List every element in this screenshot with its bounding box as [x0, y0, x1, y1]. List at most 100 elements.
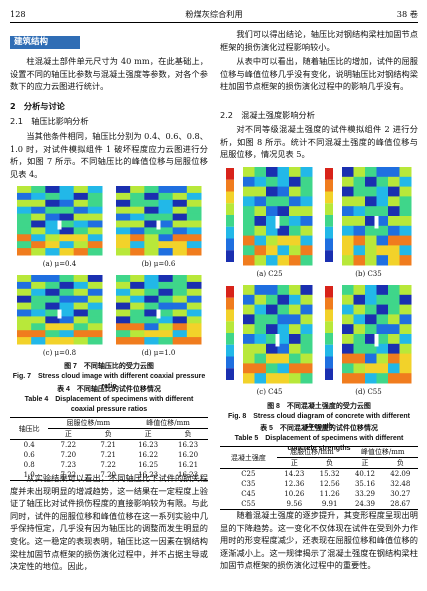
header-cell: 正 — [48, 428, 89, 440]
cell — [31, 288, 46, 297]
cell — [87, 199, 103, 208]
cell — [342, 304, 354, 315]
table-cell: 7.22 — [100, 461, 117, 469]
cell — [130, 227, 145, 235]
cell — [186, 192, 202, 201]
cell — [116, 281, 131, 290]
cell — [289, 353, 301, 364]
table-cell: 16.23 — [128, 470, 169, 481]
cell — [45, 234, 60, 242]
cell — [59, 281, 75, 290]
cell — [376, 324, 389, 335]
volume: 38 卷 — [396, 9, 418, 19]
cell — [172, 186, 188, 194]
table-cell: 12.56 — [319, 480, 340, 488]
cell — [376, 285, 389, 296]
cell — [17, 288, 32, 297]
cell — [376, 304, 389, 315]
cell — [59, 241, 75, 249]
cell — [353, 285, 366, 296]
cell — [73, 281, 89, 290]
cell — [342, 225, 354, 237]
cell — [365, 196, 377, 207]
cell — [277, 206, 290, 217]
cell — [388, 255, 400, 266]
cell — [45, 288, 60, 297]
cell — [353, 324, 366, 335]
table-cell: C45 — [241, 490, 256, 498]
cell — [289, 245, 301, 256]
cell — [87, 281, 103, 290]
cell — [342, 196, 354, 207]
cell — [300, 304, 313, 315]
table-row: 0.4 7.22 7.21 16.23 16.23 — [10, 440, 208, 451]
legend-swatch — [226, 179, 234, 192]
cell — [342, 363, 354, 374]
cell — [45, 323, 60, 331]
cell — [342, 373, 354, 384]
cell — [87, 241, 103, 249]
cell — [243, 196, 255, 207]
cell — [186, 199, 202, 208]
cell — [130, 323, 145, 331]
column-gap — [275, 216, 280, 229]
cell — [116, 309, 131, 317]
table-cell: 16.20 — [178, 451, 199, 459]
cell — [388, 304, 400, 315]
cell — [388, 363, 400, 374]
cell — [45, 302, 60, 310]
cell — [116, 330, 131, 338]
cell — [399, 334, 412, 345]
cell — [31, 316, 46, 324]
legend-swatch — [325, 250, 333, 262]
table-row: 0.6 7.20 7.21 16.22 16.20 — [10, 450, 208, 460]
cell — [277, 314, 290, 325]
cell — [172, 248, 188, 256]
cell — [243, 353, 255, 364]
cell — [266, 216, 278, 227]
cell — [266, 324, 278, 335]
cell — [243, 304, 255, 315]
cell — [130, 302, 145, 310]
cell — [376, 334, 389, 345]
cell — [243, 343, 255, 355]
cell — [186, 337, 202, 345]
paragraph: 从表中可以看出，随着轴压比的增加，试件的屈服位移与峰值位移几乎没有变化，说明轴压… — [220, 56, 418, 92]
cell — [243, 314, 255, 325]
cell — [388, 225, 400, 237]
legend-swatch — [226, 238, 234, 251]
cell — [399, 176, 412, 188]
cell — [130, 213, 145, 221]
cell — [388, 186, 400, 197]
cell — [172, 337, 188, 345]
cell — [353, 255, 366, 266]
cell — [399, 373, 412, 384]
column-gap — [57, 220, 62, 230]
table-row: C25 14.23 15.32 40.12 42.09 — [220, 469, 418, 480]
cell — [17, 275, 32, 283]
cell — [376, 206, 389, 217]
table-cell: 40.12 — [354, 470, 375, 478]
cell — [243, 324, 255, 335]
cell — [399, 363, 412, 374]
cell — [243, 176, 255, 188]
cell — [376, 196, 389, 207]
cell — [277, 294, 290, 306]
cell — [266, 334, 278, 345]
cell — [17, 199, 32, 208]
cell — [73, 192, 89, 201]
cell — [87, 288, 103, 297]
cell — [399, 206, 412, 217]
journal-name: 粉煤灰综合利用 — [185, 9, 243, 19]
cell — [186, 248, 202, 256]
cell — [130, 275, 145, 283]
column-gap — [275, 334, 280, 347]
cell — [116, 213, 131, 221]
cell — [254, 225, 267, 237]
cell — [186, 213, 202, 221]
cell — [365, 235, 377, 246]
cell — [144, 186, 159, 194]
cell — [31, 309, 46, 317]
paragraph: 随着混凝土强度的逐步提升，其变形程度呈现出明显的下降趋势。这一变化不仅体现在试件… — [220, 510, 418, 571]
cell — [186, 220, 202, 228]
